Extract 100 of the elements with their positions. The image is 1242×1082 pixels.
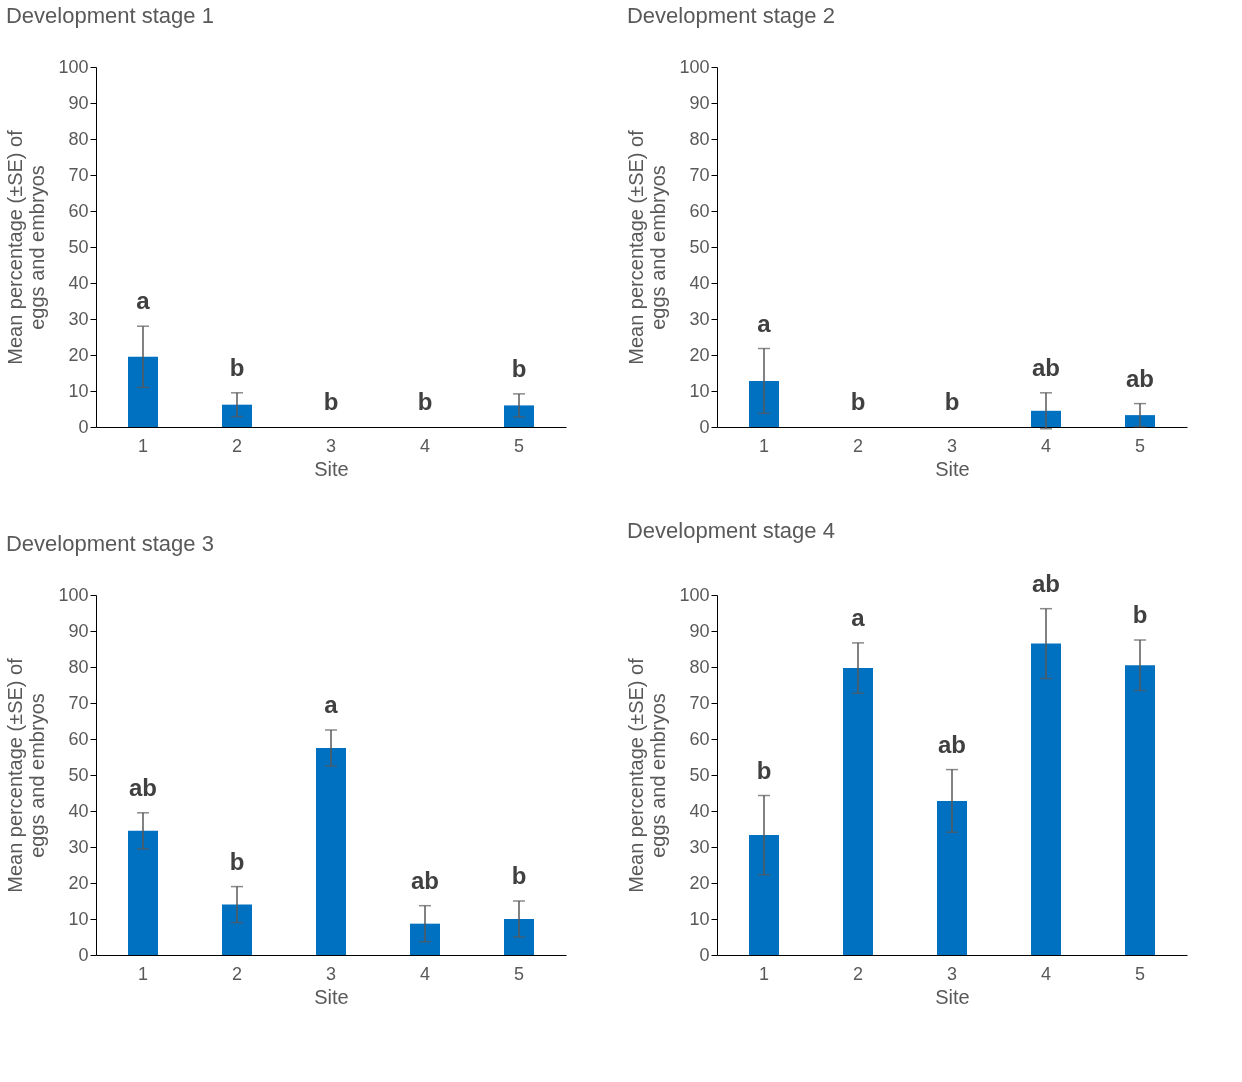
x-tick-label: 1 (137, 963, 149, 984)
bar (749, 835, 779, 955)
y-tick-label: 10 (68, 380, 89, 401)
annotation: a (757, 309, 772, 337)
annotation: b (511, 354, 527, 382)
y-tick-label: 100 (679, 56, 710, 77)
y-tick-label: 70 (68, 164, 89, 185)
y-tick-label: 70 (689, 164, 710, 185)
y-tick-label: 30 (689, 836, 710, 857)
x-axis-title: Site (314, 457, 349, 480)
x-tick-label: 4 (1040, 435, 1052, 456)
y-tick-label: 100 (58, 56, 89, 77)
x-tick-label: 2 (231, 435, 243, 456)
x-tick-label: 2 (231, 963, 243, 984)
annotation: b (229, 353, 245, 381)
annotation: ab (937, 730, 967, 758)
y-tick-label: 0 (78, 416, 89, 437)
x-tick-label: 5 (513, 963, 525, 984)
y-tick-label: 0 (699, 944, 710, 965)
y-tick-label: 30 (68, 308, 89, 329)
bar (128, 356, 158, 427)
y-tick-label: 80 (68, 128, 89, 149)
y-tick-label: 90 (689, 92, 710, 113)
y-tick-label: 0 (78, 944, 89, 965)
annotation: b (1132, 601, 1148, 628)
annotation: b (323, 388, 339, 415)
annotation: b (850, 388, 866, 415)
annotation: b (417, 388, 433, 415)
y-tick-label: 50 (689, 764, 710, 785)
bar (1031, 643, 1061, 955)
y-tick-label: 60 (689, 728, 710, 749)
x-tick-label: 3 (946, 963, 958, 984)
annotation: a (851, 603, 866, 631)
annotation: a (136, 287, 151, 315)
bar (843, 668, 873, 955)
y-axis-title: Mean percentage (±SE) of eggs and embryos (4, 129, 49, 365)
chart-title: Development stage 4 (626, 517, 835, 543)
x-tick-label: 3 (946, 435, 958, 456)
annotation: ab (1125, 364, 1155, 392)
bar (410, 923, 440, 955)
annotation: ab (1031, 569, 1061, 597)
y-tick-label: 60 (68, 728, 89, 749)
bar (937, 800, 967, 955)
y-tick-label: 60 (68, 200, 89, 221)
y-tick-label: 70 (689, 692, 710, 713)
annotation: b (511, 862, 527, 889)
annotation: ab (410, 866, 440, 894)
y-tick-label: 20 (68, 872, 89, 893)
y-tick-label: 10 (68, 908, 89, 929)
y-tick-label: 10 (689, 380, 710, 401)
y-tick-label: 40 (68, 800, 89, 821)
bar (222, 904, 252, 955)
chart-title: Development stage 1 (5, 3, 214, 28)
y-tick-label: 0 (699, 416, 710, 437)
x-tick-label: 2 (852, 435, 864, 456)
y-tick-label: 30 (68, 836, 89, 857)
x-tick-label: 5 (513, 435, 525, 456)
y-tick-label: 40 (689, 272, 710, 293)
y-tick-label: 40 (689, 800, 710, 821)
y-axis-title: Mean percentage (±SE) of eggs and embryos (625, 657, 670, 893)
y-tick-label: 90 (68, 620, 89, 641)
bar (128, 830, 158, 955)
y-tick-label: 70 (68, 692, 89, 713)
x-tick-label: 4 (1040, 963, 1052, 984)
annotation: a (324, 691, 339, 718)
y-tick-label: 80 (689, 128, 710, 149)
y-tick-label: 20 (68, 344, 89, 365)
y-tick-label: 80 (689, 656, 710, 677)
annotation: b (944, 388, 960, 415)
annotation: ab (1031, 353, 1061, 381)
x-axis-title: Site (314, 985, 349, 1008)
bar (316, 748, 346, 955)
y-tick-label: 30 (689, 308, 710, 329)
y-tick-label: 60 (689, 200, 710, 221)
x-tick-label: 1 (758, 963, 770, 984)
y-axis-title: Mean percentage (±SE) of eggs and embryos (625, 129, 670, 365)
annotation: ab (128, 773, 158, 801)
bar (504, 405, 534, 427)
x-tick-label: 3 (325, 435, 337, 456)
y-axis-title: Mean percentage (±SE) of eggs and embryos (4, 657, 49, 893)
y-tick-label: 90 (68, 92, 89, 113)
annotation: b (229, 847, 245, 875)
y-tick-label: 50 (68, 764, 89, 785)
x-tick-label: 1 (137, 435, 149, 456)
y-tick-label: 40 (68, 272, 89, 293)
y-tick-label: 50 (68, 236, 89, 257)
annotation: b (756, 756, 772, 784)
y-tick-label: 80 (68, 656, 89, 677)
bar (504, 919, 534, 955)
y-tick-label: 10 (689, 908, 710, 929)
x-tick-label: 2 (852, 963, 864, 984)
x-tick-label: 4 (419, 435, 431, 456)
x-tick-label: 1 (758, 435, 770, 456)
bar (222, 404, 252, 427)
x-axis-title: Site (935, 985, 970, 1008)
y-tick-label: 20 (689, 344, 710, 365)
x-tick-label: 3 (325, 963, 337, 984)
chart-title: Development stage 3 (5, 531, 214, 556)
y-tick-label: 20 (689, 872, 710, 893)
bar (1125, 665, 1155, 955)
